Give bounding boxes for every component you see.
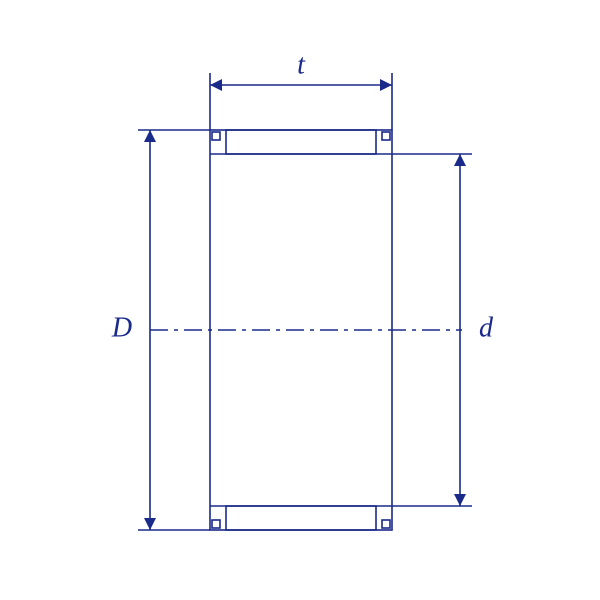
label-inner-diameter: d: [479, 312, 494, 343]
label-outer-diameter: D: [111, 312, 132, 343]
label-width: t: [297, 49, 306, 80]
